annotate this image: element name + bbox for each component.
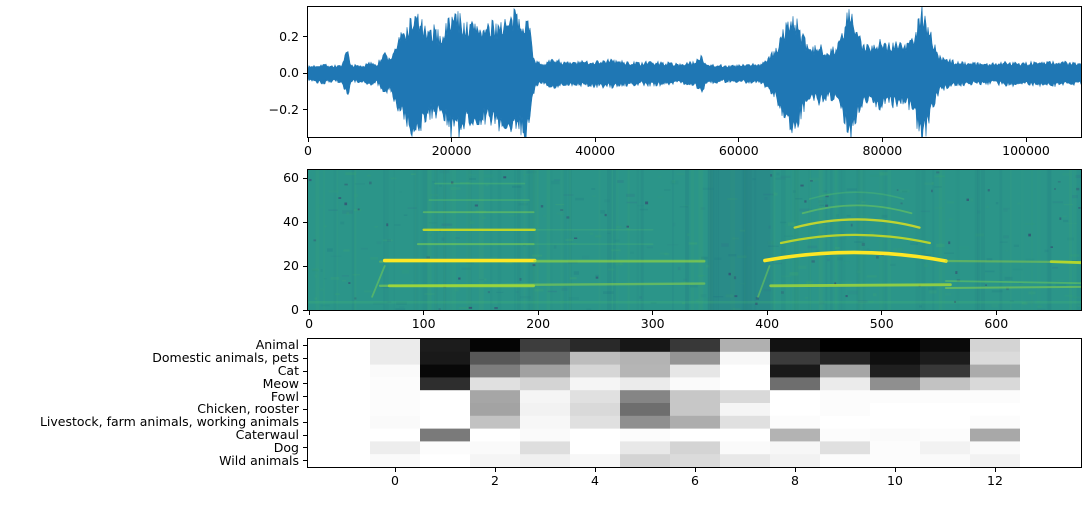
tick-mark (303, 421, 307, 423)
classification-row-label-caterwaul: Caterwaul (235, 427, 299, 442)
spectrogram-x-tick-label: 500 (869, 316, 894, 331)
waveform-x-tick-label: 20000 (431, 143, 472, 158)
spectrogram-x-tick-label: 100 (411, 316, 436, 331)
waveform-x-tick-label: 100000 (1002, 143, 1050, 158)
classification-row-label-chicken-rooster: Chicken, rooster (197, 401, 299, 417)
tick-mark (303, 357, 307, 359)
tick-mark (394, 468, 396, 472)
spectrogram-x-tick-label: 400 (755, 316, 780, 331)
spectrogram-x-tick-label: 0 (305, 316, 314, 331)
spectrogram-y-tick-label: 0 (291, 302, 299, 317)
tick-mark (881, 138, 883, 142)
classification-x-tick-label: 0 (391, 473, 399, 488)
classification-heatmap-plot (308, 339, 1081, 467)
tick-mark (303, 370, 307, 372)
tick-mark (881, 311, 883, 315)
spectrogram-plot (308, 170, 1081, 310)
spectrogram-x-tick-label: 600 (984, 316, 1009, 331)
tick-mark (303, 72, 307, 74)
tick-mark (303, 460, 307, 462)
tick-mark (303, 309, 307, 311)
classification-row-label-domestic-animals-pets: Domestic animals, pets (152, 350, 299, 366)
classification-x-tick-label: 2 (491, 473, 499, 488)
classification-row-label-wild-animals: Wild animals (219, 452, 299, 468)
spectrogram-y-tick-label: 40 (283, 214, 299, 230)
tick-mark (738, 138, 740, 142)
tick-mark (694, 468, 696, 472)
tick-mark (766, 311, 768, 315)
tick-mark (494, 468, 496, 472)
tick-mark (423, 311, 425, 315)
tick-mark (994, 468, 996, 472)
tick-mark (995, 311, 997, 315)
tick-mark (594, 468, 596, 472)
tick-mark (303, 177, 307, 179)
tick-mark (303, 344, 307, 346)
waveform-x-tick-label: 40000 (575, 143, 616, 158)
tick-mark (303, 396, 307, 398)
classification-row-label-animal: Animal (255, 337, 299, 353)
classification-x-tick-label: 4 (591, 473, 599, 488)
tick-mark (652, 311, 654, 315)
tick-mark (303, 221, 307, 223)
waveform-x-tick-label: 0 (304, 143, 312, 158)
spectrogram-x-tick-label: 300 (640, 316, 665, 331)
classification-x-tick-label: 8 (791, 473, 799, 488)
tick-mark (303, 434, 307, 436)
tick-mark (307, 138, 309, 142)
tick-mark (1025, 138, 1027, 142)
tick-mark (537, 311, 539, 315)
tick-mark (451, 138, 453, 142)
tick-mark (303, 109, 307, 111)
waveform-x-tick-label: 60000 (718, 143, 759, 158)
waveform-x-tick-label: 80000 (862, 143, 903, 158)
classification-x-tick-label: 10 (887, 473, 903, 488)
classification-x-tick-label: 6 (691, 473, 699, 488)
tick-mark (894, 468, 896, 472)
tick-mark (308, 311, 310, 315)
classification-row-label-dog: Dog (273, 439, 299, 455)
tick-mark (303, 408, 307, 410)
spectrogram-y-tick-label: 20 (283, 258, 299, 274)
waveform-plot (308, 7, 1081, 137)
tick-mark (303, 383, 307, 385)
classification-row-label-cat: Cat (277, 363, 299, 378)
classification-row-label-livestock-farm-animals-working-animals: Livestock, farm animals, working animals (39, 414, 299, 430)
classification-x-tick-label: 12 (987, 473, 1003, 488)
classification-row-label-meow: Meow (262, 375, 299, 391)
tick-mark (303, 36, 307, 38)
classification-row-label-fowl: Fowl (270, 388, 299, 404)
tick-mark (594, 138, 596, 142)
waveform-y-tick-label: 0.0 (279, 65, 299, 81)
spectrogram-x-tick-label: 200 (526, 316, 551, 331)
tick-mark (303, 265, 307, 267)
waveform-y-tick-label: −0.2 (268, 101, 299, 117)
tick-mark (794, 468, 796, 472)
tick-mark (303, 447, 307, 449)
waveform-y-tick-label: 0.2 (279, 28, 299, 44)
spectrogram-y-tick-label: 60 (283, 170, 299, 186)
